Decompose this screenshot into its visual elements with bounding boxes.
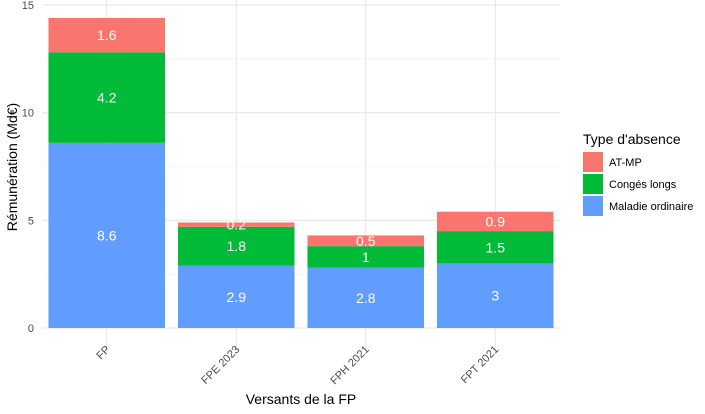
legend-swatch <box>583 174 603 194</box>
data-label: 1.5 <box>486 239 506 255</box>
y-tick-label: 15 <box>22 0 34 12</box>
bar-segment <box>307 235 425 247</box>
data-label: 3 <box>491 288 499 304</box>
bar-segment <box>436 231 554 264</box>
x-tick-label: FPT 2021 <box>459 344 502 387</box>
bar-segment <box>177 226 295 266</box>
data-label: 1.6 <box>97 27 117 43</box>
x-tick-label: FPE 2023 <box>199 344 242 387</box>
data-label: 2.8 <box>356 290 376 306</box>
y-tick-label: 10 <box>22 108 34 120</box>
y-axis-title: Rémunération (Md€) <box>4 103 20 231</box>
x-tick-label: FP <box>94 344 112 362</box>
data-label: 2.9 <box>227 289 247 305</box>
legend-swatch <box>583 196 603 216</box>
data-label: 0.5 <box>356 233 376 249</box>
bar-segment <box>307 267 425 328</box>
bar-segment <box>436 211 554 232</box>
data-label: 0.2 <box>227 217 247 233</box>
bars: 8.6 4.2 1.6 2.9 1.8 0.2 2.8 10.5 3 1.5 0.9 <box>48 17 554 328</box>
y-tick-label: 0 <box>28 323 34 335</box>
data-label: 8.6 <box>97 227 117 243</box>
bar-segment <box>436 263 554 328</box>
data-label: 0.9 <box>486 213 506 229</box>
bar-segment <box>177 265 295 328</box>
data-label: 4.2 <box>97 90 117 106</box>
bar-segment <box>307 246 425 268</box>
x-tick-label: FPH 2021 <box>328 344 372 388</box>
bar-segment <box>48 52 166 143</box>
legend-label: AT-MP <box>609 157 642 169</box>
legend-label: Maladie ordinaire <box>609 201 693 213</box>
data-label: 1.8 <box>227 238 247 254</box>
legend-swatch <box>583 152 603 172</box>
legend-title: Type d'absence <box>583 131 681 147</box>
bar-segment <box>48 17 166 53</box>
data-label: 1 <box>362 249 370 265</box>
x-axis-title: Versants de la FP <box>246 391 357 407</box>
legend: Type d'absence AT-MP Congés longs Maladie … <box>583 131 693 216</box>
bar-segment <box>177 222 295 227</box>
legend-label: Congés longs <box>609 179 677 191</box>
bar-segment <box>48 142 166 328</box>
y-tick-label: 5 <box>28 215 34 227</box>
